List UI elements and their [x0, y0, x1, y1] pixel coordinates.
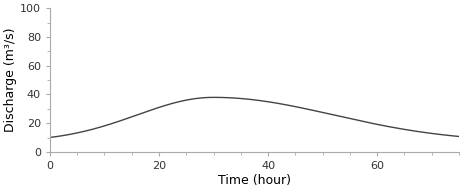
Y-axis label: Discharge (m³/s): Discharge (m³/s) — [4, 28, 17, 132]
X-axis label: Time (hour): Time (hour) — [218, 174, 291, 187]
